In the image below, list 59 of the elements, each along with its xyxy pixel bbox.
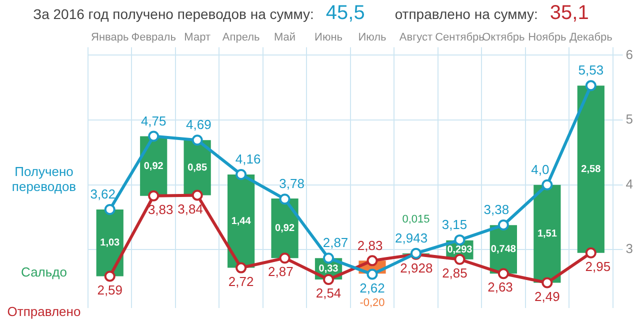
data-label: 3,38 (484, 202, 510, 218)
data-label: 1,44 (231, 216, 252, 227)
data-label: 2,928 (400, 260, 433, 276)
data-label: 1,51 (537, 228, 558, 240)
data-label: 3,62 (90, 186, 116, 202)
data-label: 3,83 (148, 202, 174, 217)
x-tick-label: Июнь (314, 32, 343, 44)
text: Получено переводов (12, 164, 76, 194)
data-label: 3,78 (279, 176, 304, 192)
data-label: 2,83 (357, 238, 383, 253)
x-tick-label: Март (184, 32, 210, 44)
x-tick-label: Октябрь (482, 32, 526, 44)
y-tick-label: 5 (626, 112, 634, 127)
data-label: 2,59 (97, 282, 123, 298)
text: 45,5 (326, 2, 365, 25)
data-label: 2,943 (395, 230, 428, 246)
data-label: 0,33 (318, 264, 339, 275)
data-label: 4,16 (235, 152, 261, 167)
x-tick-label: Сентябрь (435, 32, 485, 44)
data-label: 2,87 (322, 235, 348, 250)
data-label: 0,748 (490, 244, 516, 256)
data-label: 4,0 (531, 162, 550, 177)
data-label: 4,69 (186, 117, 212, 132)
text: отправлено на сумму: (394, 6, 538, 22)
text: Отправлено (7, 304, 81, 319)
data-label: 2,54 (316, 286, 342, 301)
data-label: 2,49 (534, 288, 560, 304)
data-label: 0,015 (402, 213, 430, 226)
data-label: 0,92 (275, 223, 295, 234)
y-tick-label: 6 (626, 46, 634, 62)
data-label: 0,92 (144, 160, 164, 172)
x-tick-label: Май (274, 32, 296, 44)
x-tick-label: Август (399, 32, 433, 44)
data-label: 2,72 (228, 274, 254, 289)
data-label: 0,293 (447, 244, 473, 256)
x-tick-label: Ноябрь (528, 32, 567, 44)
data-label: 1,03 (100, 238, 120, 249)
x-tick-label: Июль (358, 32, 387, 44)
x-tick-label: Апрель (222, 32, 260, 44)
text: Сальдо (21, 264, 67, 280)
x-tick-label: Январь (91, 32, 129, 44)
data-label: 2,58 (581, 164, 602, 176)
data-label: 2,87 (268, 264, 294, 280)
data-label: -0,20 (360, 297, 385, 310)
text: 35,1 (550, 2, 589, 25)
data-label: 3,15 (442, 217, 468, 232)
x-tick-label: Февраль (131, 32, 176, 44)
data-label: 2,95 (585, 258, 611, 274)
data-label: 4,75 (140, 113, 166, 128)
data-label: 2,85 (442, 265, 468, 280)
data-label: 5,53 (578, 62, 604, 78)
x-tick-label: Декабрь (569, 32, 613, 44)
data-label: 3,84 (178, 201, 203, 216)
chart-title: За 2016 год получено переводов на сумму: (33, 6, 314, 22)
data-label: 2,62 (360, 280, 385, 296)
data-label: 2,63 (488, 280, 513, 295)
y-tick-label: 3 (626, 241, 634, 256)
data-label: 0,85 (188, 162, 208, 174)
y-tick-label: 4 (626, 176, 634, 192)
